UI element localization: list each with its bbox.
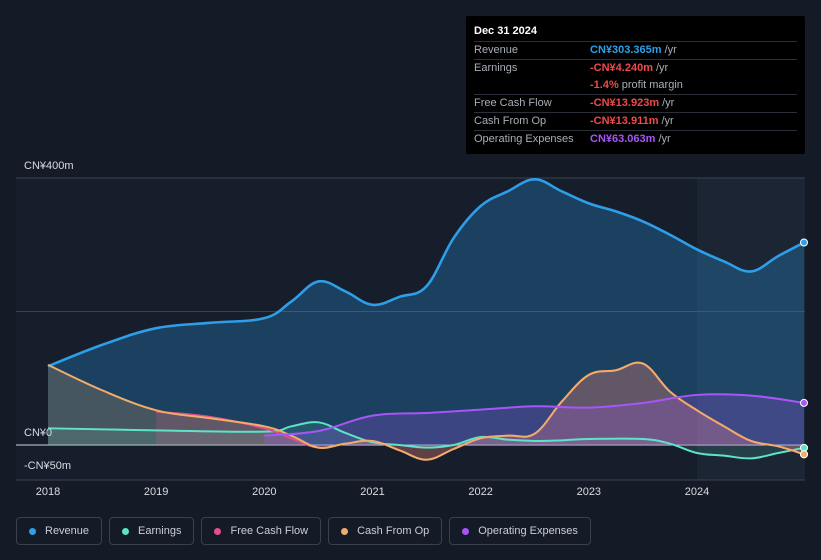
tooltip-label: Revenue (474, 44, 519, 56)
legend-dot-icon (341, 527, 349, 535)
operating-expenses-line (264, 393, 805, 437)
operating-expenses-endpoint (800, 398, 808, 407)
tooltip-value: -CN¥4.240m (590, 62, 653, 74)
tooltip-value: -CN¥13.923m (590, 97, 660, 109)
tooltip-label (474, 77, 590, 94)
tooltip-row-cash-from-op: Cash From Op -CN¥13.911m /yr (474, 112, 797, 130)
tooltip-value: -1.4% (590, 79, 619, 91)
chart-legend: Revenue Earnings Free Cash Flow Cash Fro… (16, 517, 591, 547)
legend-dot-icon (29, 527, 36, 535)
tooltip-unit: /yr (661, 115, 674, 127)
cash-from-op-endpoint (800, 450, 808, 459)
earnings-endpoint (800, 443, 808, 452)
legend-operating-expenses[interactable]: Operating Expenses (449, 517, 591, 545)
tooltip-row-revenue: Revenue CN¥303.365m /yr (474, 41, 797, 59)
tooltip-value: -CN¥13.911m (590, 115, 659, 127)
legend-label: Cash From Op (357, 525, 430, 537)
cash-from-op-line (47, 361, 805, 461)
x-tick-label: 2021 (360, 486, 384, 498)
cash-from-op-area (48, 362, 805, 460)
tooltip-unit: /yr (662, 97, 675, 109)
tooltip-row-profit-margin: -1.4% profit margin (474, 77, 797, 94)
x-tick-label: 2020 (252, 486, 276, 498)
tooltip-date: Dec 31 2024 (474, 25, 537, 37)
legend-dot-icon (214, 527, 222, 535)
legend-free-cash-flow[interactable]: Free Cash Flow (201, 517, 322, 545)
legend-label: Free Cash Flow (230, 525, 309, 537)
tooltip-value: CN¥63.063m (590, 133, 656, 145)
tooltip-value: CN¥303.365m (590, 44, 662, 56)
x-tick-label: 2023 (577, 486, 601, 498)
operating-expenses-area (264, 394, 805, 445)
legend-dot-icon (122, 527, 130, 535)
tooltip-label: Free Cash Flow (474, 97, 552, 109)
x-tick-label: 2024 (685, 486, 709, 498)
tooltip-row-free-cash-flow: Free Cash Flow -CN¥13.923m /yr (474, 94, 797, 112)
tooltip-unit: /yr (655, 62, 669, 74)
revenue-line (47, 178, 805, 368)
legend-cash-from-op[interactable]: Cash From Op (328, 517, 443, 545)
tooltip-label: Cash From Op (474, 115, 547, 127)
x-tick-label: 2018 (36, 486, 60, 498)
free-cash-flow-area (156, 362, 805, 460)
tooltip-label: Earnings (474, 62, 518, 74)
legend-label: Earnings (138, 525, 182, 537)
tooltip-row-operating-expenses: Operating Expenses CN¥63.063m /yr (474, 130, 797, 148)
tooltip-unit: profit margin (621, 79, 683, 91)
revenue-endpoint (800, 238, 808, 247)
legend-earnings[interactable]: Earnings (109, 517, 195, 545)
forecast-shade (697, 178, 805, 480)
legend-label: Operating Expenses (478, 525, 578, 537)
y-tick-top: CN¥400m (24, 160, 74, 172)
x-tick-label: 2019 (144, 486, 168, 498)
tooltip-unit: /yr (658, 133, 671, 145)
y-tick-zero: CN¥0 (24, 427, 53, 439)
legend-label: Revenue (45, 525, 90, 537)
legend-dot-icon (462, 527, 470, 535)
data-tooltip: Dec 31 2024 Revenue CN¥303.365m /yr Earn… (466, 16, 805, 154)
revenue-area (48, 179, 805, 445)
tooltip-label: Operating Expenses (474, 133, 574, 145)
tooltip-unit: /yr (664, 44, 677, 56)
tooltip-row-earnings: Earnings -CN¥4.240m /yr (474, 59, 797, 77)
y-tick-bottom: -CN¥50m (24, 460, 72, 472)
x-tick-label: 2022 (468, 486, 492, 498)
legend-revenue[interactable]: Revenue (16, 517, 103, 545)
